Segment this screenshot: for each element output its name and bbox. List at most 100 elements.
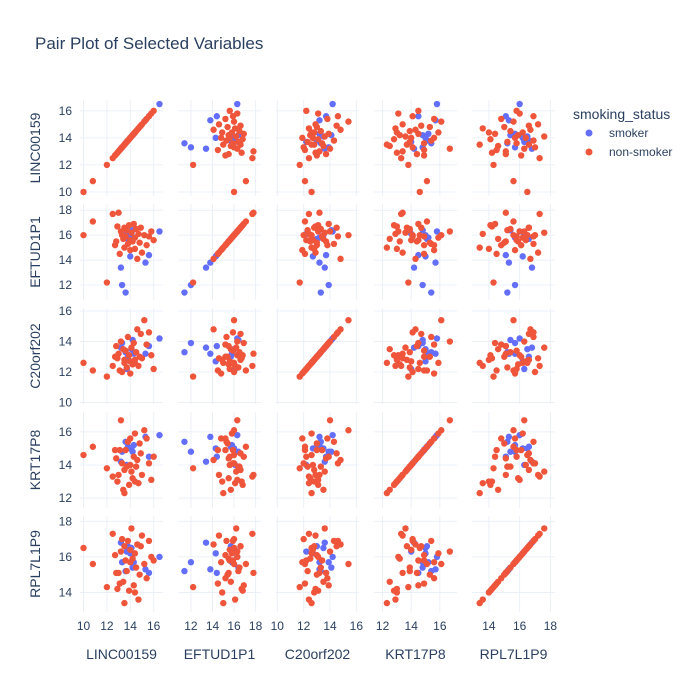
point-smoker[interactable] [156, 228, 163, 235]
point-non-smoker[interactable] [305, 479, 313, 487]
point-non-smoker[interactable] [408, 134, 415, 142]
point-non-smoker[interactable] [141, 560, 148, 568]
point-non-smoker[interactable] [507, 463, 514, 470]
point-non-smoker[interactable] [145, 329, 153, 336]
point-non-smoker[interactable] [135, 230, 142, 238]
point-non-smoker[interactable] [103, 161, 111, 169]
point-non-smoker[interactable] [493, 146, 500, 154]
point-non-smoker[interactable] [317, 463, 324, 470]
point-non-smoker[interactable] [224, 440, 231, 447]
point-non-smoker[interactable] [510, 218, 517, 225]
point-non-smoker[interactable] [129, 555, 136, 562]
point-non-smoker[interactable] [324, 115, 331, 123]
point-smoker[interactable] [207, 433, 214, 441]
point-non-smoker[interactable] [438, 118, 445, 125]
point-non-smoker[interactable] [223, 333, 230, 341]
point-non-smoker[interactable] [446, 145, 454, 152]
point-non-smoker[interactable] [383, 489, 391, 497]
point-non-smoker[interactable] [233, 133, 240, 140]
point-non-smoker[interactable] [426, 353, 434, 360]
point-smoker[interactable] [502, 251, 510, 259]
point-non-smoker[interactable] [89, 443, 97, 450]
point-non-smoker[interactable] [493, 446, 500, 454]
point-non-smoker[interactable] [409, 113, 416, 120]
point-non-smoker[interactable] [516, 476, 523, 484]
point-non-smoker[interactable] [215, 121, 223, 128]
point-smoker[interactable] [202, 539, 210, 546]
point-non-smoker[interactable] [225, 150, 232, 158]
point-non-smoker[interactable] [138, 249, 146, 256]
point-smoker[interactable] [202, 458, 210, 465]
point-non-smoker[interactable] [115, 350, 122, 357]
point-non-smoker[interactable] [113, 238, 120, 245]
point-non-smoker[interactable] [392, 362, 399, 370]
point-non-smoker[interactable] [418, 543, 425, 550]
point-smoker[interactable] [504, 289, 511, 296]
point-non-smoker[interactable] [230, 118, 238, 125]
point-non-smoker[interactable] [224, 353, 231, 360]
point-non-smoker[interactable] [426, 123, 434, 131]
point-non-smoker[interactable] [134, 456, 141, 464]
point-non-smoker[interactable] [334, 329, 342, 336]
point-non-smoker[interactable] [127, 461, 134, 469]
point-non-smoker[interactable] [210, 326, 217, 333]
point-non-smoker[interactable] [485, 478, 493, 485]
point-non-smoker[interactable] [109, 210, 116, 218]
point-smoker[interactable] [316, 433, 323, 441]
point-non-smoker[interactable] [406, 564, 413, 571]
point-non-smoker[interactable] [296, 161, 303, 169]
point-non-smoker[interactable] [325, 220, 332, 228]
point-non-smoker[interactable] [426, 440, 434, 447]
point-non-smoker[interactable] [541, 229, 548, 236]
point-non-smoker[interactable] [250, 471, 257, 479]
point-non-smoker[interactable] [250, 209, 257, 216]
point-non-smoker[interactable] [150, 453, 157, 460]
point-non-smoker[interactable] [137, 224, 144, 231]
point-non-smoker[interactable] [227, 578, 235, 585]
point-non-smoker[interactable] [446, 338, 454, 345]
point-non-smoker[interactable] [313, 440, 321, 447]
point-non-smoker[interactable] [479, 479, 486, 487]
point-non-smoker[interactable] [415, 107, 422, 115]
point-non-smoker[interactable] [116, 367, 123, 374]
point-non-smoker[interactable] [525, 224, 533, 231]
point-non-smoker[interactable] [121, 543, 128, 550]
point-non-smoker[interactable] [502, 209, 510, 216]
point-smoker[interactable] [202, 344, 210, 351]
point-non-smoker[interactable] [430, 575, 438, 582]
point-non-smoker[interactable] [479, 125, 486, 132]
point-non-smoker[interactable] [413, 569, 421, 577]
point-non-smoker[interactable] [314, 553, 322, 561]
point-non-smoker[interactable] [143, 341, 150, 348]
point-smoker[interactable] [202, 145, 210, 152]
point-non-smoker[interactable] [409, 233, 416, 240]
point-smoker[interactable] [212, 550, 219, 557]
point-non-smoker[interactable] [131, 589, 139, 596]
point-non-smoker[interactable] [386, 235, 393, 243]
point-smoker[interactable] [432, 259, 439, 266]
point-non-smoker[interactable] [446, 228, 454, 235]
point-non-smoker[interactable] [386, 578, 393, 585]
point-non-smoker[interactable] [324, 435, 331, 442]
point-non-smoker[interactable] [89, 177, 97, 185]
point-non-smoker[interactable] [399, 471, 406, 479]
point-non-smoker[interactable] [189, 465, 197, 472]
point-smoker[interactable] [419, 281, 426, 289]
point-non-smoker[interactable] [498, 115, 505, 123]
point-non-smoker[interactable] [333, 122, 340, 129]
point-non-smoker[interactable] [488, 149, 496, 156]
point-non-smoker[interactable] [534, 355, 542, 362]
point-non-smoker[interactable] [236, 463, 243, 470]
point-non-smoker[interactable] [299, 435, 306, 442]
point-non-smoker[interactable] [123, 226, 130, 234]
point-smoker[interactable] [118, 281, 126, 289]
point-smoker[interactable] [202, 264, 210, 271]
point-non-smoker[interactable] [311, 356, 318, 364]
point-non-smoker[interactable] [405, 161, 412, 169]
point-non-smoker[interactable] [403, 543, 411, 550]
point-smoker[interactable] [410, 264, 418, 271]
point-non-smoker[interactable] [189, 279, 197, 286]
point-smoker[interactable] [329, 431, 336, 439]
point-non-smoker[interactable] [189, 583, 197, 591]
point-non-smoker[interactable] [402, 525, 409, 532]
